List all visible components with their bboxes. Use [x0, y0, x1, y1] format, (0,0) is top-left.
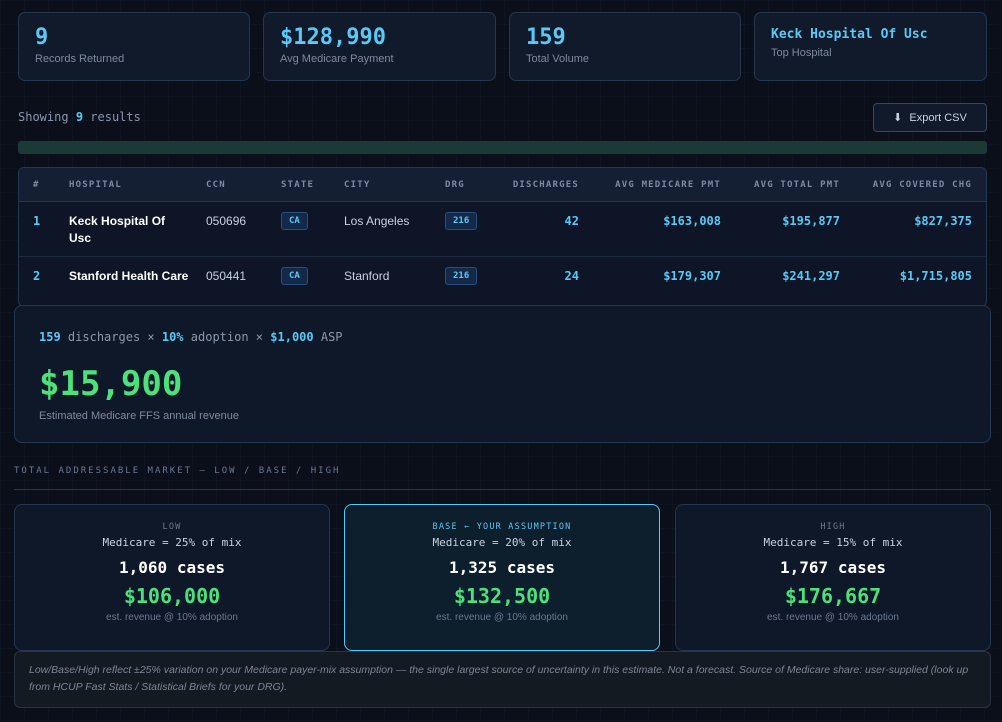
tam-tag: LOW: [162, 522, 182, 532]
tam-section-title: TOTAL ADDRESSABLE MARKET — LOW / BASE / …: [14, 466, 341, 476]
tam-mix: Medicare = 25% of mix: [102, 536, 242, 549]
export-csv-label: Export CSV: [909, 111, 967, 124]
tam-cases: 1,060 cases: [119, 558, 225, 577]
formula-asp: $1,000: [270, 330, 314, 344]
results-number: 9: [75, 110, 84, 124]
cell-ccn: 050696: [206, 214, 247, 228]
tam-mix: Medicare = 20% of mix: [432, 536, 572, 549]
cell-state: CA: [281, 212, 308, 230]
revenue-estimate-label: Estimated Medicare FFS annual revenue: [39, 410, 239, 422]
cell-ccn: 050441: [206, 269, 247, 283]
state-badge: CA: [281, 212, 308, 230]
col-header-avg-medicare-pmt[interactable]: AVG MEDICARE PMT: [615, 180, 721, 190]
tam-cases: 1,767 cases: [780, 558, 886, 577]
cell-avg-covered-chg: $1,715,805: [899, 269, 972, 283]
revenue-estimate-panel: 159 discharges × 10% adoption × $1,000 A…: [14, 305, 991, 443]
results-table[interactable]: # HOSPITAL CCN STATE CITY DRG DISCHARGES…: [18, 167, 987, 307]
table-row[interactable]: 2 Stanford Health Care 050441 CA Stanfor…: [19, 257, 986, 306]
col-header-avg-total-pmt[interactable]: AVG TOTAL PMT: [753, 180, 840, 190]
formula-asp-text: ASP: [320, 330, 343, 344]
tam-card-low: LOW Medicare = 25% of mix 1,060 cases $1…: [14, 504, 330, 651]
tam-revenue: $132,500: [453, 584, 551, 608]
results-prefix: Showing: [18, 110, 69, 124]
drg-badge: 216: [445, 267, 478, 285]
revenue-formula: 159 discharges × 10% adoption × $1,000 A…: [39, 330, 343, 344]
tam-mix: Medicare = 15% of mix: [763, 536, 903, 549]
kpi-value: Keck Hospital Of Usc: [771, 27, 928, 42]
kpi-label: Top Hospital: [771, 47, 832, 59]
col-header-city[interactable]: CITY: [344, 180, 371, 190]
results-count: Showing 9 results: [18, 110, 141, 124]
col-header-hospital[interactable]: HOSPITAL: [69, 180, 122, 190]
tam-card-base: BASE ← YOUR ASSUMPTION Medicare = 20% of…: [344, 504, 660, 651]
formula-discharges-text: discharges ×: [67, 330, 155, 344]
tam-tag: HIGH: [820, 522, 846, 532]
cell-discharges: 24: [564, 269, 579, 283]
cell-avg-covered-chg: $827,375: [914, 214, 972, 228]
cell-avg-total-pmt: $195,877: [782, 214, 840, 228]
results-suffix: results: [90, 110, 141, 124]
progress-fill: [19, 142, 986, 153]
cell-avg-total-pmt: $241,297: [782, 269, 840, 283]
cell-drg: 216: [445, 267, 478, 285]
download-icon: ⬇: [893, 112, 903, 124]
kpi-records-returned: 9 Records Returned: [18, 12, 250, 81]
col-header-state[interactable]: STATE: [281, 180, 315, 190]
cell-rank: 2: [33, 269, 41, 283]
kpi-top-hospital: Keck Hospital Of Usc Top Hospital: [754, 12, 987, 81]
kpi-avg-medicare-payment: $128,990 Avg Medicare Payment: [263, 12, 496, 81]
kpi-label: Avg Medicare Payment: [280, 53, 394, 65]
tam-card-high: HIGH Medicare = 15% of mix 1,767 cases $…: [675, 504, 991, 651]
tam-revenue: $176,667: [784, 584, 882, 608]
state-badge: CA: [281, 267, 308, 285]
cell-hospital: Stanford Health Care: [69, 269, 189, 283]
section-divider: [14, 489, 991, 490]
footnote: Low/Base/High reflect ±25% variation on …: [14, 651, 991, 708]
cell-avg-medicare-pmt: $179,307: [663, 269, 721, 283]
cell-avg-medicare-pmt: $163,008: [663, 214, 721, 228]
formula-adoption-text: adoption ×: [190, 330, 264, 344]
table-row[interactable]: 1 Keck Hospital Of Usc 050696 CA Los Ang…: [19, 202, 986, 257]
kpi-value: 9: [35, 25, 49, 50]
progress-bar: [18, 141, 987, 154]
kpi-label: Total Volume: [526, 53, 589, 65]
cell-drg: 216: [445, 212, 478, 230]
col-header-rank[interactable]: #: [33, 180, 40, 190]
cell-city: Stanford: [344, 269, 390, 283]
cell-city: Los Angeles: [344, 214, 410, 228]
kpi-label: Records Returned: [35, 53, 125, 65]
tam-revenue: $106,000: [123, 584, 221, 608]
tam-note: est. revenue @ 10% adoption: [436, 612, 568, 623]
table-header: # HOSPITAL CCN STATE CITY DRG DISCHARGES…: [19, 168, 986, 202]
drg-badge: 216: [445, 212, 478, 230]
revenue-estimate-value: $15,900: [39, 364, 183, 404]
col-header-drg[interactable]: DRG: [445, 180, 465, 190]
kpi-total-volume: 159 Total Volume: [509, 12, 741, 81]
tam-tag: BASE ← YOUR ASSUMPTION: [432, 522, 572, 532]
col-header-ccn[interactable]: CCN: [206, 180, 226, 190]
tam-note: est. revenue @ 10% adoption: [106, 612, 238, 623]
cell-hospital: Keck Hospital Of Usc: [69, 214, 166, 245]
kpi-value: 159: [526, 25, 566, 50]
cell-discharges: 42: [564, 214, 579, 228]
export-csv-button[interactable]: ⬇ Export CSV: [873, 103, 987, 132]
cell-rank: 1: [33, 214, 41, 228]
formula-adoption: 10%: [161, 330, 184, 344]
tam-note: est. revenue @ 10% adoption: [767, 612, 899, 623]
col-header-avg-covered-chg[interactable]: AVG COVERED CHG: [872, 180, 972, 190]
col-header-discharges[interactable]: DISCHARGES: [512, 180, 579, 190]
formula-discharges: 159: [39, 330, 61, 344]
cell-state: CA: [281, 267, 308, 285]
tam-cases: 1,325 cases: [449, 558, 555, 577]
kpi-value: $128,990: [280, 25, 386, 50]
